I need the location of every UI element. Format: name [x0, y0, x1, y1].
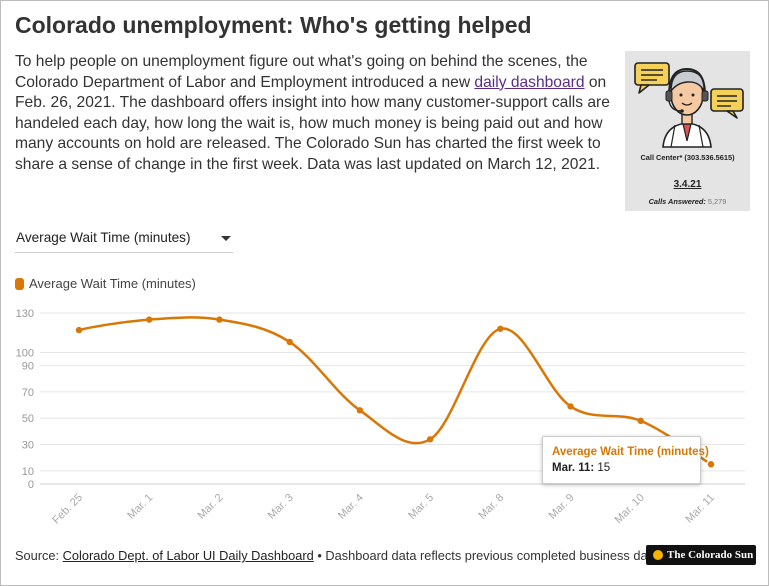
- tooltip-date: Mar. 11:: [552, 462, 595, 474]
- source-link[interactable]: Colorado Dept. of Labor UI Daily Dashboa…: [62, 548, 314, 563]
- intro-text-end: on Feb. 26, 2021. The dashboard offers i…: [15, 73, 610, 173]
- y-tick-label: 130: [16, 308, 34, 320]
- daily-dashboard-link[interactable]: daily dashboard: [474, 73, 585, 91]
- source-label: Source:: [15, 548, 63, 563]
- data-point[interactable]: [426, 436, 434, 443]
- data-point[interactable]: [497, 325, 504, 332]
- y-tick-label: 100: [16, 347, 34, 359]
- x-tick-label: Mar. 9: [547, 492, 577, 522]
- x-tick-label: Mar. 3: [266, 492, 296, 522]
- y-axis: 010 30 50 70 90 100 130: [16, 308, 34, 491]
- data-point[interactable]: [216, 316, 223, 323]
- x-tick-label: Mar. 10: [612, 492, 646, 526]
- calls-answered: Calls Answered: 5,279: [625, 197, 750, 206]
- call-center-agent-icon: [634, 62, 744, 148]
- calls-answered-label: Calls Answered:: [648, 197, 706, 206]
- thumbnail-date: 3.4.21: [673, 179, 702, 190]
- series-line: [77, 316, 713, 466]
- legend-swatch: [15, 278, 24, 290]
- data-point[interactable]: [286, 338, 293, 346]
- metric-select[interactable]: Average Wait Time (minutes): [15, 228, 233, 253]
- x-axis: Feb. 25 Mar. 1 Mar. 2 Mar. 3 Mar. 4 Mar. 5 Mar…: [50, 492, 717, 527]
- x-tick-label: Mar. 8: [476, 492, 506, 522]
- source-footnote: • Dashboard data reflects previous compl…: [313, 548, 657, 563]
- chevron-down-icon: [221, 236, 231, 241]
- x-tick-label: Mar. 2: [195, 492, 225, 522]
- x-tick-label: Mar. 4: [336, 492, 366, 522]
- intro-text-start: To help people on unemployment figure ou…: [15, 53, 588, 91]
- intro-text: To help people on unemployment figure ou…: [15, 52, 617, 175]
- tooltip-value: 15: [597, 462, 611, 474]
- line-chart: 010 30 50 70 90 100 130 Feb. 25 Mar. 1 Mar. 2 Mar…: [16, 308, 745, 527]
- x-tick-label: Mar. 1: [125, 492, 155, 522]
- data-point[interactable]: [567, 403, 574, 410]
- series-points: [75, 316, 716, 470]
- tooltip-series: Average Wait Time (minutes): [552, 446, 709, 458]
- y-tick-label: 30: [22, 440, 34, 452]
- sun-icon: [653, 550, 663, 560]
- speech-bubble-left-icon: [634, 62, 670, 94]
- legend-label: Average Wait Time (minutes): [29, 276, 196, 291]
- y-tick-label: 10: [22, 466, 34, 478]
- y-tick-label: 0: [28, 479, 34, 491]
- source-note: Source: Colorado Dept. of Labor UI Daily…: [15, 548, 657, 563]
- colorado-sun-logo[interactable]: The Colorado Sun: [646, 545, 756, 565]
- y-tick-label: 50: [22, 413, 34, 425]
- data-point[interactable]: [146, 316, 153, 323]
- y-tick-label: 70: [22, 387, 34, 399]
- dashboard-thumbnail: Call Center* (303.536.5615) 3.4.21 Calls…: [625, 51, 750, 211]
- logo-text: The Colorado Sun: [667, 549, 754, 561]
- data-point[interactable]: [356, 407, 364, 414]
- data-point[interactable]: [637, 417, 644, 425]
- calls-answered-value: 5,279: [707, 197, 727, 206]
- x-tick-label: Mar. 5: [406, 492, 436, 522]
- speech-bubble-right-icon: [710, 88, 744, 119]
- tooltip-value-line: Mar. 11: 15: [552, 462, 610, 474]
- page-title: Colorado unemployment: Who's getting hel…: [15, 12, 532, 38]
- y-tick-label: 90: [22, 361, 34, 373]
- data-point[interactable]: [706, 459, 716, 470]
- data-point[interactable]: [75, 326, 83, 334]
- metric-select-value: Average Wait Time (minutes): [16, 230, 191, 245]
- x-tick-label: Feb. 25: [50, 492, 85, 527]
- x-tick-label: Mar. 11: [683, 492, 717, 526]
- call-center-label: Call Center* (303.536.5615): [640, 153, 735, 162]
- tooltip: Average Wait Time (minutes) Mar. 11: 15: [542, 436, 709, 484]
